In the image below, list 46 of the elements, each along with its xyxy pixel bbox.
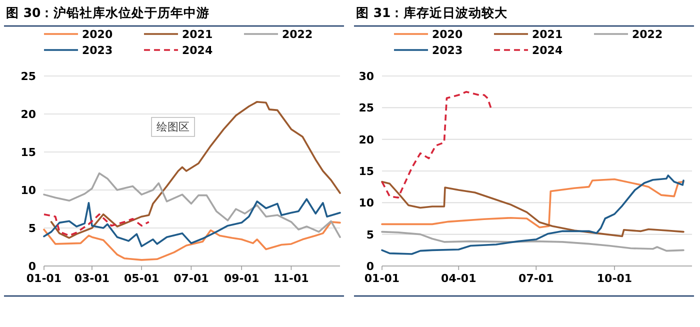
legend-label: 2021 — [182, 28, 213, 41]
y-tick-label: 5 — [366, 228, 374, 242]
x-tick-label: 05-01 — [124, 272, 160, 285]
x-tick-label: 09-01 — [224, 272, 260, 285]
line-series — [43, 198, 341, 248]
annotation: 绘图区 — [156, 120, 190, 134]
legend-label: 2020 — [82, 28, 113, 41]
y-tick-label: 15 — [358, 165, 374, 178]
x-tick-label: 04-01 — [441, 272, 476, 285]
x-tick-label: 01-01 — [364, 272, 400, 285]
x-tick-label: 01-01 — [26, 272, 62, 285]
legend-label: 2024 — [182, 44, 213, 57]
line-series — [43, 221, 341, 261]
line-series — [381, 90, 493, 198]
legend-label: 2022 — [282, 28, 313, 41]
legend-label: 2024 — [532, 44, 563, 57]
legend-label: 2020 — [432, 28, 463, 41]
y-tick-label: 20 — [358, 133, 374, 146]
y-tick-label: 0 — [366, 260, 374, 273]
y-tick-label: 5 — [28, 222, 36, 235]
line-series — [381, 230, 684, 252]
y-tick-label: 0 — [28, 260, 36, 273]
line-series — [381, 178, 684, 228]
y-tick-label: 10 — [20, 184, 36, 197]
y-tick-label: 30 — [358, 70, 374, 83]
chart-title: 图 30：沪铅社库水位处于历年中游 — [6, 5, 210, 20]
x-tick-label: 03-01 — [74, 272, 110, 285]
x-tick-label: 10-01 — [596, 272, 632, 285]
y-tick-label: 25 — [20, 70, 36, 83]
line-series — [43, 172, 341, 238]
line-series — [43, 213, 150, 236]
x-tick-label: 07-01 — [174, 272, 209, 285]
line-series — [381, 180, 684, 238]
legend-label: 2022 — [632, 28, 663, 41]
legend-label: 2023 — [82, 44, 113, 57]
x-tick-label: 07-01 — [518, 272, 554, 285]
y-tick-label: 10 — [358, 196, 374, 210]
chart-title: 图 31：库存近日波动较大 — [356, 5, 509, 20]
line-series — [50, 100, 341, 239]
line-series — [381, 174, 684, 255]
x-tick-label: 11-01 — [274, 272, 309, 285]
legend-label: 2023 — [432, 44, 463, 57]
y-tick-label: 25 — [358, 102, 374, 115]
legend-label: 2021 — [532, 28, 563, 41]
y-tick-label: 20 — [20, 108, 36, 121]
y-tick-label: 15 — [20, 146, 36, 159]
